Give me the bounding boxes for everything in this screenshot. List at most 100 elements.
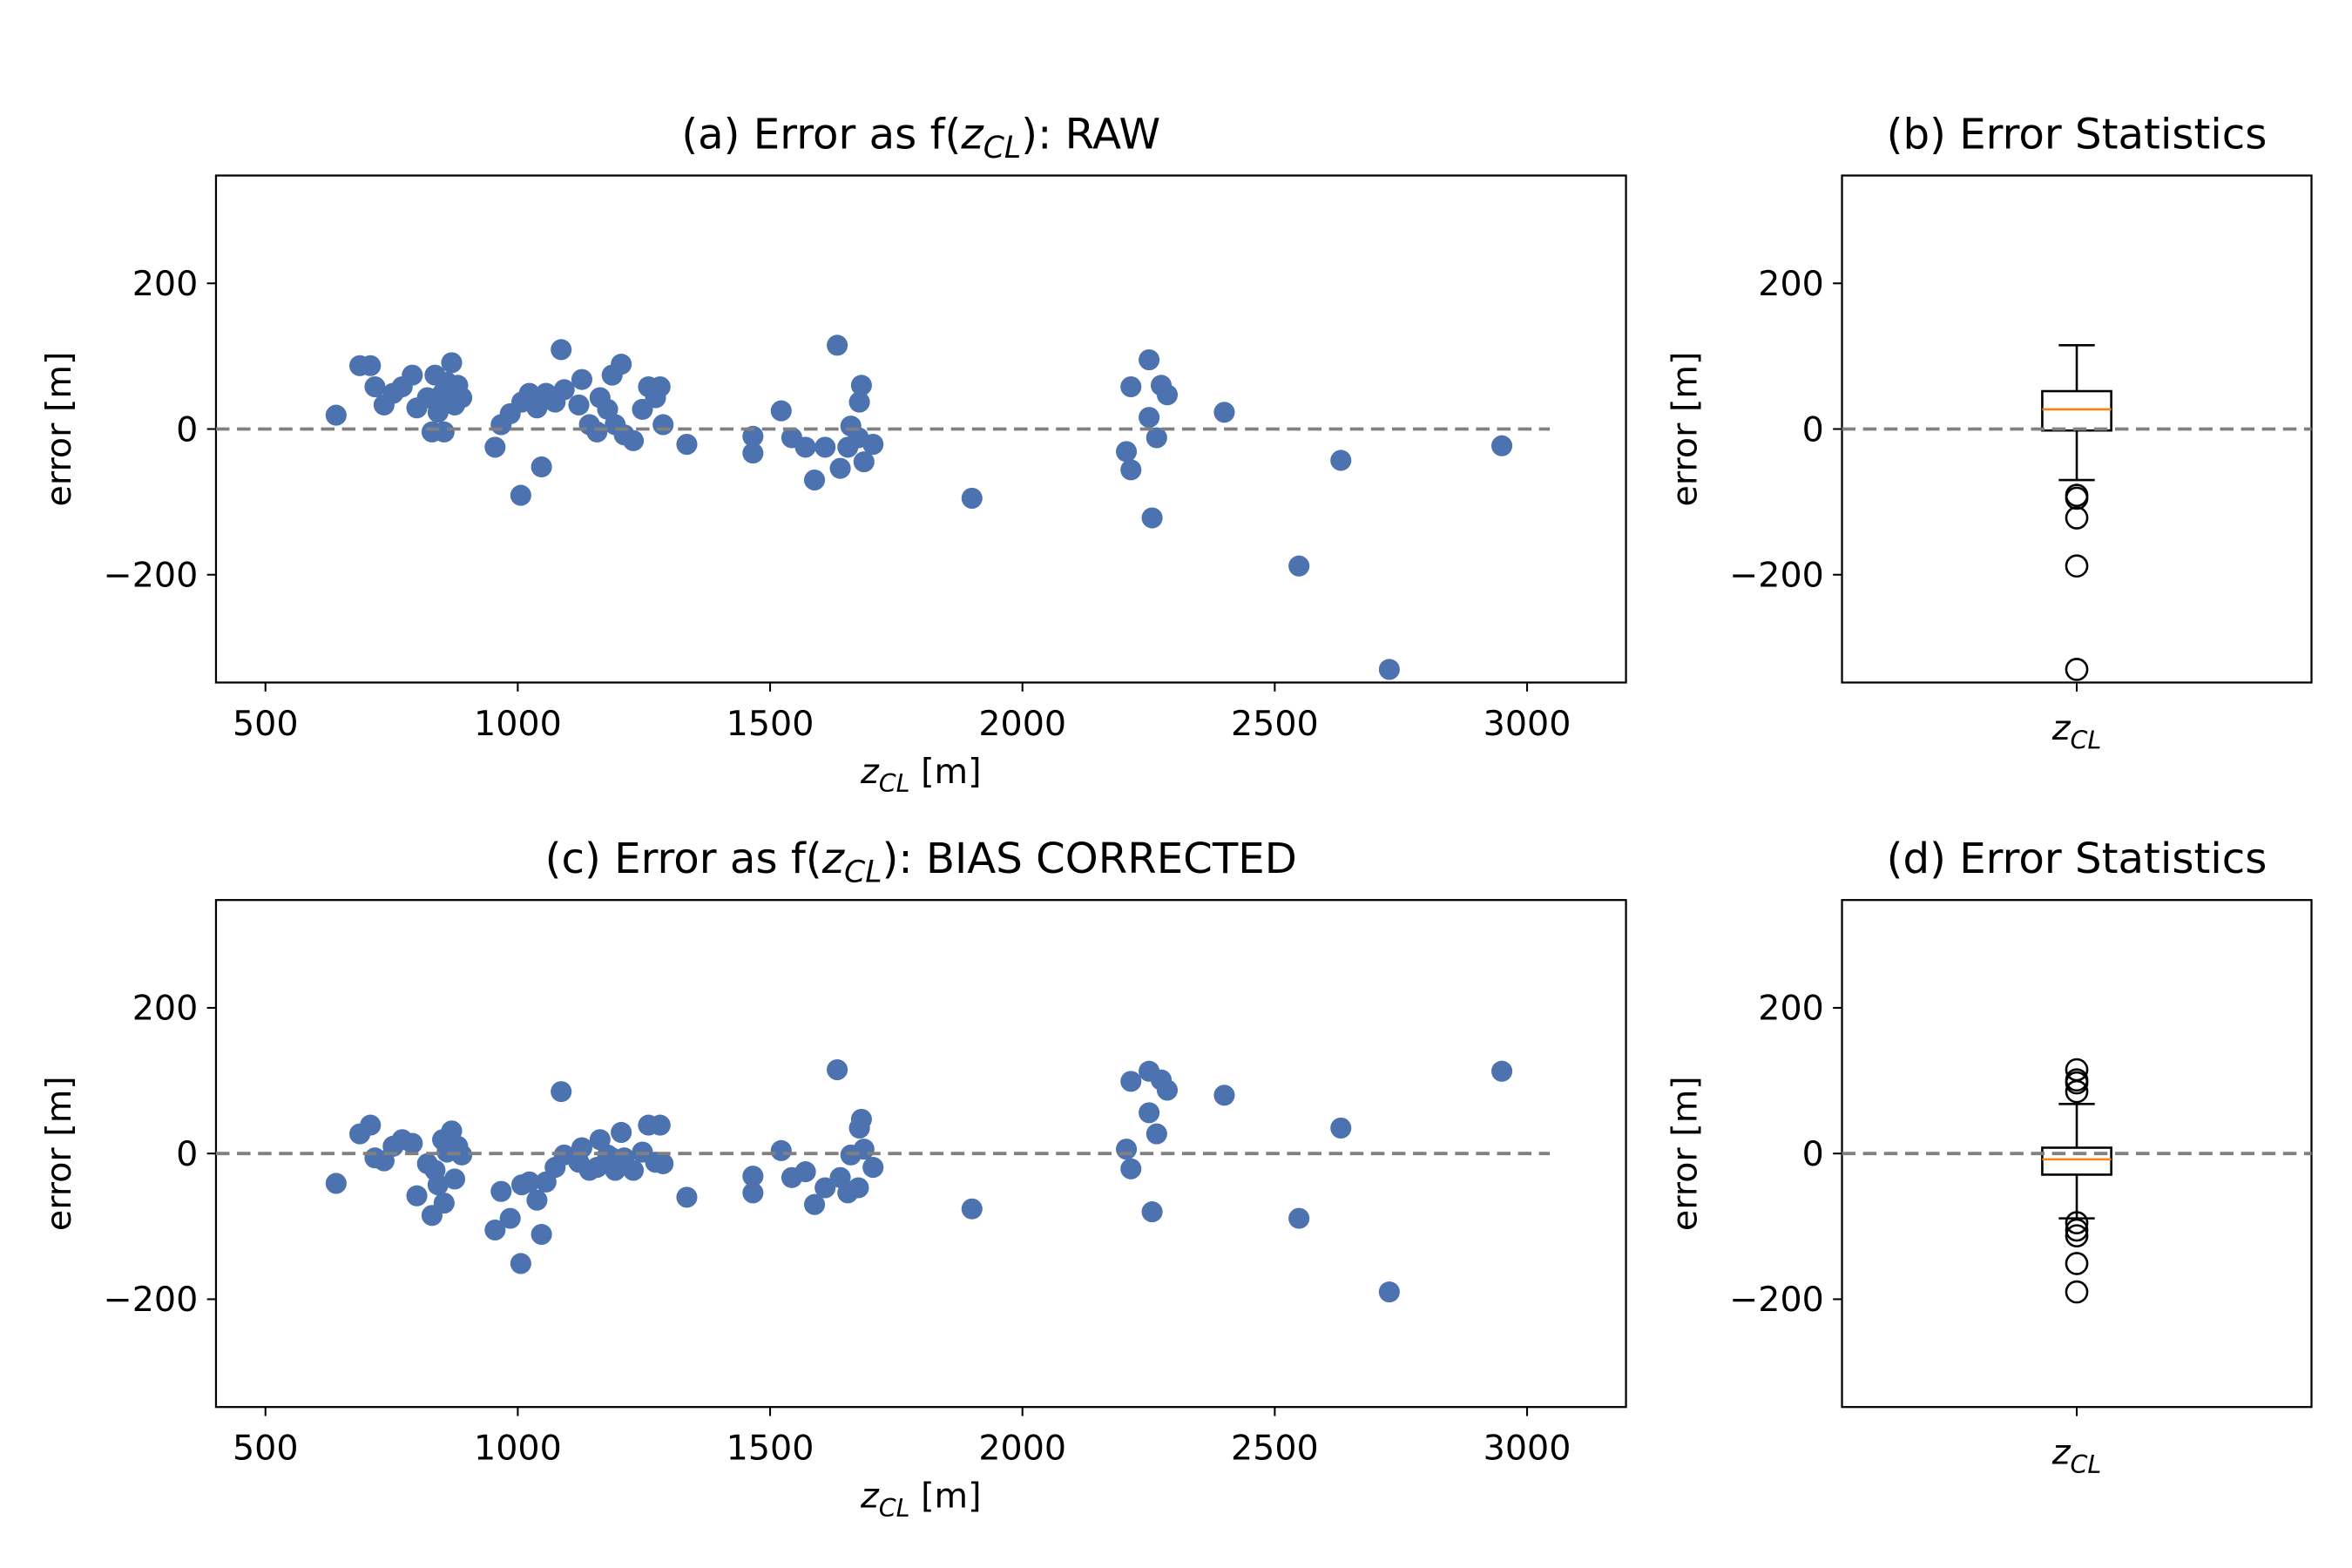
- point: [623, 1159, 645, 1181]
- point: [676, 434, 698, 456]
- point: [1213, 402, 1235, 423]
- point: [1141, 1201, 1163, 1223]
- x-axis-label-sub: CL: [879, 1494, 910, 1523]
- chart-title-text: (a) Error as f(: [681, 111, 961, 159]
- flier: [2065, 1252, 2089, 1275]
- point: [649, 1114, 671, 1136]
- y-axis-label: error [m]: [1666, 1076, 1706, 1231]
- point: [803, 469, 826, 491]
- point: [402, 1132, 423, 1154]
- flier: [2065, 658, 2089, 681]
- point: [551, 1081, 572, 1103]
- point: [814, 1177, 836, 1199]
- y-tick-label: 0: [176, 409, 198, 449]
- x-axis-label-sub: CL: [879, 769, 910, 798]
- x-tick-label-sub: CL: [2071, 1450, 2102, 1479]
- flier: [2065, 1211, 2089, 1234]
- point: [490, 1180, 512, 1202]
- point: [325, 404, 347, 426]
- chart-title-var: z: [960, 111, 984, 159]
- point: [814, 436, 836, 458]
- point: [853, 1139, 875, 1160]
- point: [441, 352, 463, 374]
- point: [1139, 407, 1160, 429]
- x-tick-label: 3000: [1484, 1428, 1571, 1468]
- chart-title-sub: CL: [983, 131, 1022, 166]
- point: [1146, 1123, 1167, 1145]
- point: [360, 1114, 382, 1136]
- point: [499, 1207, 521, 1229]
- point: [1288, 1207, 1310, 1229]
- chart-title: (d) Error Statistics: [1887, 835, 2268, 883]
- point: [484, 1219, 506, 1241]
- y-tick-label: −200: [1729, 556, 1824, 596]
- point: [770, 1139, 792, 1161]
- x-tick-label-var: z: [2051, 1433, 2072, 1473]
- point: [742, 443, 764, 464]
- point: [1330, 449, 1352, 471]
- y-axis-label: error [m]: [39, 1076, 79, 1231]
- point: [518, 1171, 540, 1193]
- y-tick-label: 0: [1802, 409, 1824, 449]
- point: [360, 355, 382, 376]
- x-tick-label: 500: [233, 704, 299, 744]
- point: [586, 421, 608, 443]
- point: [364, 375, 386, 398]
- point: [1491, 435, 1513, 456]
- point: [484, 436, 506, 458]
- point: [568, 394, 590, 416]
- point: [742, 425, 764, 447]
- x-tick-label: 1000: [474, 1428, 562, 1468]
- x-tick-label: zCL: [2051, 708, 2102, 754]
- chart-title: (a) Error as f(zCL): RAW: [681, 111, 1160, 166]
- y-axis-label: error [m]: [39, 352, 79, 507]
- point: [827, 1058, 848, 1081]
- point: [325, 1173, 347, 1194]
- x-tick-label: 2500: [1231, 1428, 1319, 1468]
- point: [1156, 1079, 1179, 1101]
- chart-title-sub: CL: [844, 855, 882, 890]
- point: [1156, 384, 1179, 406]
- point: [551, 339, 572, 361]
- point: [1139, 349, 1160, 371]
- point: [571, 368, 593, 390]
- flier: [2065, 506, 2089, 530]
- y-tick-label: 0: [176, 1134, 198, 1174]
- point: [742, 1182, 764, 1204]
- y-tick-label: 0: [1802, 1134, 1824, 1174]
- point: [1120, 1158, 1142, 1179]
- y-tick-label: 200: [1758, 989, 1824, 1029]
- point: [623, 429, 645, 451]
- x-tick-label-sub: CL: [2071, 726, 2102, 754]
- x-axis-label-var: z: [860, 752, 880, 792]
- point: [794, 436, 816, 458]
- x-tick-label: 3000: [1484, 704, 1571, 744]
- point: [829, 457, 851, 479]
- point: [510, 484, 531, 506]
- x-axis-label-text: [m]: [910, 752, 982, 792]
- point: [451, 1144, 473, 1166]
- flier: [2065, 554, 2089, 578]
- point: [652, 414, 674, 436]
- point: [1120, 1071, 1142, 1092]
- point: [406, 1185, 428, 1206]
- point: [850, 375, 872, 396]
- chart-title-text: (c) Error as f(: [545, 835, 822, 883]
- point: [611, 1121, 632, 1144]
- point: [862, 434, 884, 456]
- point: [848, 1177, 869, 1199]
- x-tick-label-var: z: [2051, 708, 2072, 748]
- point: [433, 421, 455, 443]
- point: [794, 1161, 816, 1183]
- y-tick-label: 200: [132, 264, 199, 304]
- flier: [2065, 1280, 2089, 1304]
- point: [1116, 441, 1138, 463]
- x-tick-label: 2000: [978, 704, 1066, 744]
- point: [1120, 459, 1142, 481]
- point: [526, 1189, 548, 1211]
- point: [1330, 1117, 1352, 1139]
- point: [1213, 1085, 1235, 1106]
- point: [443, 1168, 466, 1190]
- x-tick-label: zCL: [2051, 1433, 2102, 1479]
